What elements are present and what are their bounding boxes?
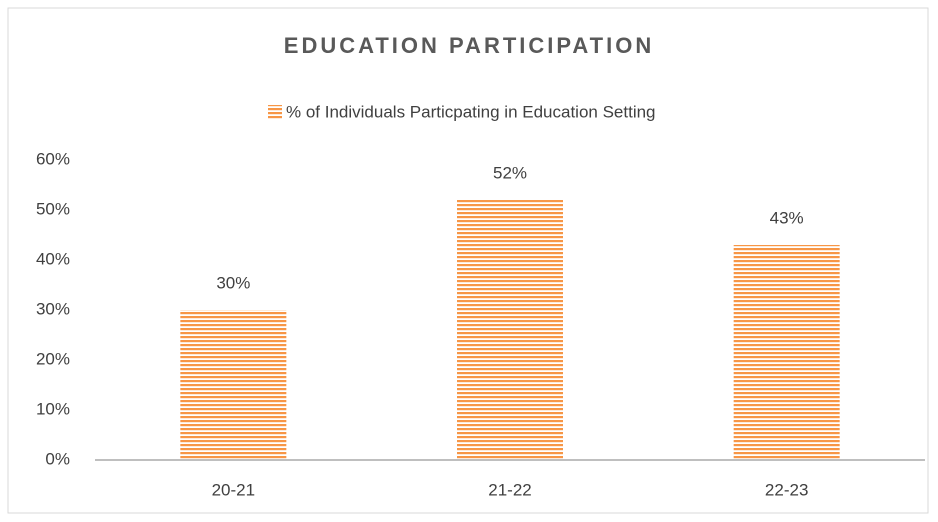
y-tick-label: 20% <box>36 349 70 368</box>
data-label: 52% <box>493 163 527 182</box>
y-tick-label: 30% <box>36 299 70 318</box>
y-tick-label: 60% <box>36 149 70 168</box>
legend-label: % of Individuals Particpating in Educati… <box>286 102 656 121</box>
bar <box>457 200 563 460</box>
bar <box>180 310 287 460</box>
y-tick-label: 10% <box>36 399 70 418</box>
data-label: 43% <box>770 208 804 227</box>
bar <box>733 245 840 460</box>
data-label: 30% <box>216 273 250 292</box>
y-tick-label: 50% <box>36 199 70 218</box>
x-tick-label: 21-22 <box>488 480 531 499</box>
y-tick-label: 0% <box>45 449 70 468</box>
x-tick-label: 20-21 <box>212 480 255 499</box>
y-tick-label: 40% <box>36 249 70 268</box>
legend-swatch <box>268 105 282 119</box>
x-tick-label: 22-23 <box>765 480 808 499</box>
chart-title: EDUCATION PARTICIPATION <box>284 33 654 58</box>
